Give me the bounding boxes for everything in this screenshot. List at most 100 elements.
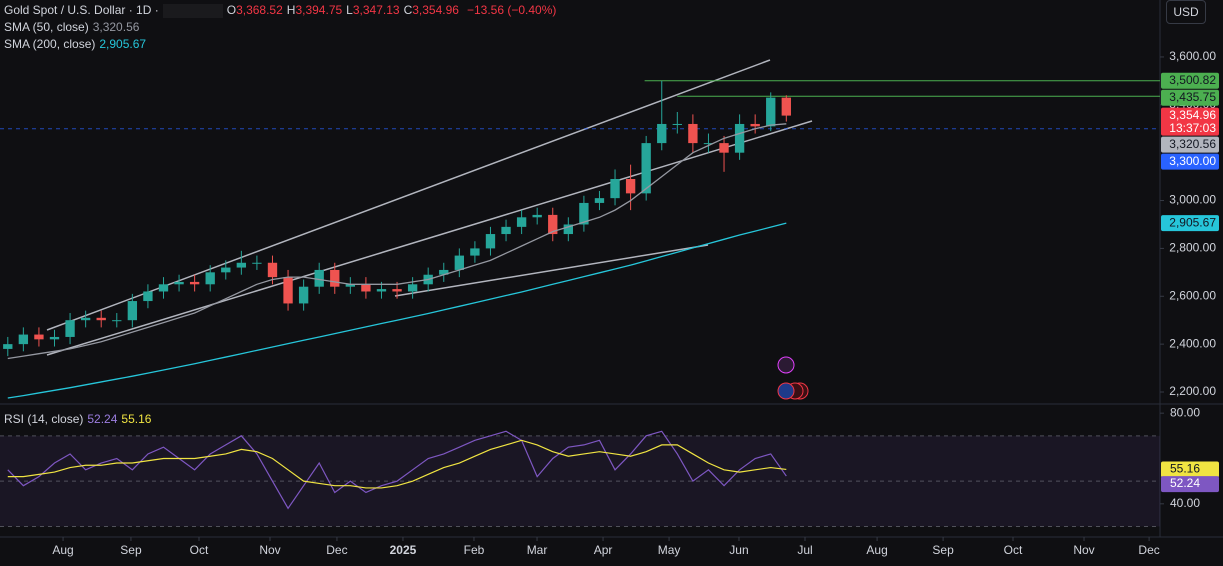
legend-name: RSI (14, close): [4, 412, 84, 426]
candle-body: [625, 179, 636, 194]
candle-body: [719, 143, 729, 153]
candle-body: [563, 224, 573, 235]
legend-value: 3,320.56: [92, 20, 140, 34]
candle-body: [376, 289, 387, 292]
price-label: 3,500.82: [1169, 73, 1216, 87]
ohlc-value: 3,394.75: [295, 3, 343, 17]
rsi-label-box: [1161, 476, 1219, 493]
ohlc-key: C: [403, 3, 413, 17]
candle-body: [703, 143, 714, 145]
candle-body: [236, 262, 247, 268]
x-tick-label: Aug: [866, 543, 887, 557]
candle-body: [688, 123, 698, 144]
candle-body: [610, 179, 620, 199]
candle-body: [158, 284, 169, 292]
x-tick-label: 2025: [390, 543, 417, 557]
candle-body: [532, 214, 542, 218]
rsi-line: [7, 430, 787, 510]
sma-legend: SMA (200, close) 2,905.67: [4, 37, 150, 51]
sma-line: [7, 222, 787, 399]
price-label-box: [1161, 89, 1219, 106]
ohlc-key: O: [226, 3, 237, 17]
masked-text: [162, 3, 223, 18]
event-icon[interactable]: [777, 382, 795, 400]
candle-body: [361, 284, 371, 292]
y-tick-label: 80.00: [1170, 405, 1200, 419]
rsi-legend: RSI (14, close) 52.24 55.16: [4, 412, 155, 426]
x-tick-label: Jun: [729, 543, 748, 557]
candle-body: [548, 214, 558, 235]
legend-value: 2,905.67: [99, 37, 147, 51]
legend-value: 55.16: [121, 412, 152, 426]
candle-body: [96, 317, 106, 321]
candle-body: [174, 281, 184, 285]
candle-body: [750, 123, 760, 127]
x-tick-label: Feb: [464, 543, 485, 557]
candle-body: [470, 248, 480, 256]
candle-body: [501, 226, 511, 235]
candle-body: [267, 262, 278, 278]
price-label: 3,435.75: [1169, 90, 1216, 104]
ohlc-key: H: [286, 3, 296, 17]
candle-body: [80, 317, 91, 321]
candle-body: [734, 123, 745, 153]
candle-body: [330, 269, 340, 287]
y-tick-label: 2,200.00: [1169, 384, 1216, 398]
price-label-box: [1161, 215, 1219, 232]
legend-value: 52.24: [87, 412, 118, 426]
y-tick-label: 2,400.00: [1169, 336, 1216, 350]
ohlc-value: 3,347.13: [352, 3, 400, 17]
candle-body: [672, 123, 682, 125]
sma-line: [7, 123, 787, 360]
event-icons: [777, 356, 809, 400]
y-tick-label: 3,000.00: [1169, 193, 1216, 207]
candle-body: [34, 334, 44, 340]
candle-body: [454, 255, 464, 270]
x-tick-label: Sep: [120, 543, 142, 557]
ohlc-key: L: [346, 3, 353, 17]
change: −13.56 (−0.40%): [466, 3, 557, 17]
x-tick-label: Dec: [1138, 543, 1159, 557]
candle-body: [18, 334, 29, 345]
symbol-title: Gold Spot / U.S. Dollar · 1D ·: [4, 3, 159, 17]
candle-body: [314, 269, 324, 287]
rsi-label: 52.24: [1170, 476, 1200, 490]
price-label: 3,354.96: [1169, 108, 1216, 122]
candle-body: [3, 344, 13, 349]
rsi-line: [7, 439, 787, 489]
candle-body: [392, 289, 402, 292]
candle-body: [594, 198, 605, 203]
ohlc-value: 3,354.96: [412, 3, 459, 17]
legend-name: SMA (200, close): [4, 37, 96, 51]
currency-button[interactable]: USD: [1166, 0, 1206, 24]
x-tick-label: Aug: [52, 543, 73, 557]
candle-body: [298, 286, 309, 304]
candle-body: [143, 291, 153, 302]
x-tick-label: May: [658, 543, 681, 557]
candle-body: [439, 269, 449, 275]
candle-body: [657, 123, 667, 144]
candle-body: [65, 320, 75, 337]
x-tick-label: Apr: [594, 543, 613, 557]
candle-body: [189, 281, 200, 285]
price-label: 3,320.56: [1169, 137, 1216, 151]
candle-body: [112, 320, 122, 322]
event-icon[interactable]: [777, 356, 795, 374]
y-tick-label: 2,600.00: [1169, 288, 1216, 302]
x-tick-label: Nov: [259, 543, 280, 557]
x-tick-label: Jul: [797, 543, 812, 557]
candle-body: [766, 97, 776, 127]
symbol-legend: Gold Spot / U.S. Dollar · 1D · O3,368.52 H…: [4, 3, 560, 18]
price-label: 2,905.67: [1169, 215, 1216, 229]
legend-name: SMA (50, close): [4, 20, 89, 34]
candle-body: [345, 284, 356, 287]
x-tick-label: Sep: [932, 543, 954, 557]
sma-legend: SMA (50, close) 3,320.56: [4, 20, 143, 34]
trendline: [46, 120, 813, 356]
price-label-box: [1161, 153, 1219, 170]
price-label-box: [1161, 72, 1219, 89]
rsi-label: 55.16: [1170, 462, 1200, 476]
x-tick-label: Oct: [190, 543, 209, 557]
